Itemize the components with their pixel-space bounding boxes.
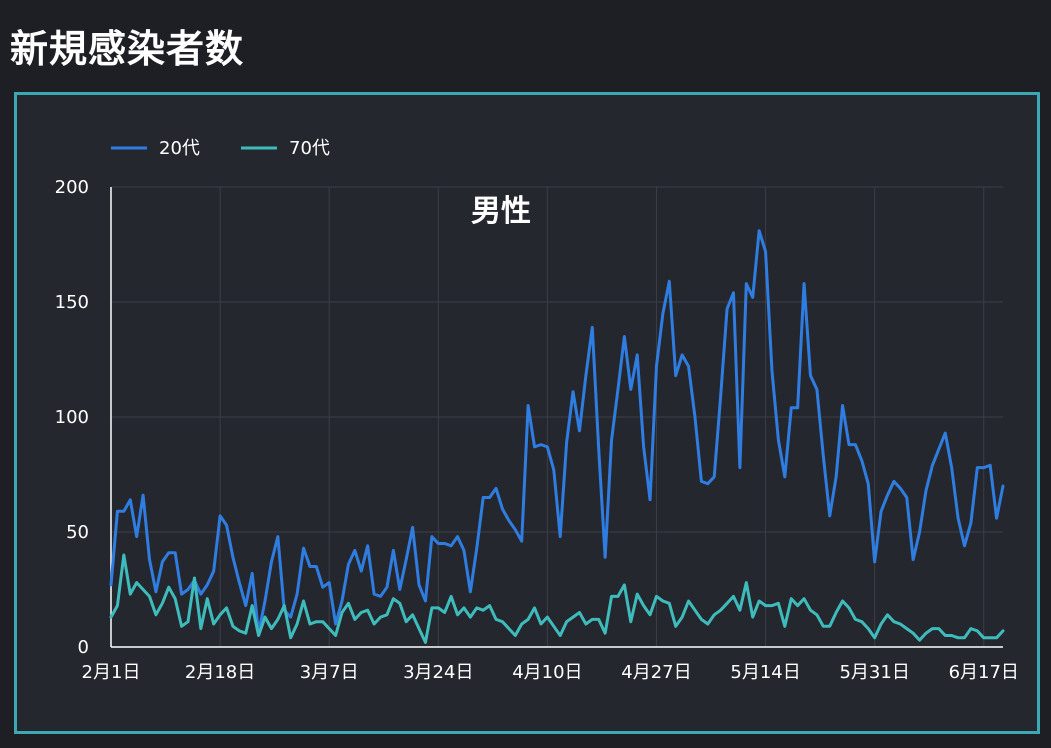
x-tick-label: 5月14日	[730, 662, 800, 683]
legend-label: 70代	[289, 138, 330, 159]
x-tick-label: 3月24日	[403, 662, 473, 683]
legend-item-1[interactable]: 70代	[241, 138, 330, 159]
chart-title: 男性	[471, 194, 531, 229]
y-tick-label: 100	[55, 407, 89, 428]
x-tick-label: 5月31日	[839, 662, 909, 683]
x-tick-label: 2月18日	[185, 662, 255, 683]
x-tick-label: 6月17日	[949, 662, 1019, 683]
y-tick-label: 0	[78, 637, 89, 658]
x-tick-label: 3月7日	[300, 662, 359, 683]
y-tick-label: 200	[55, 177, 89, 198]
legend-item-0[interactable]: 20代	[111, 138, 200, 159]
legend-label: 20代	[159, 138, 200, 159]
series-layer	[109, 229, 1005, 644]
axis-layer: 0 50 100 150 200 2月1日 2月18日 3月7日 3月24日 4月10日 4月27日…	[55, 177, 1019, 683]
series-line-1	[109, 553, 1005, 644]
series-line-0	[109, 229, 1005, 635]
x-tick-label: 4月10日	[512, 662, 582, 683]
legend[interactable]: 20代 70代	[111, 138, 330, 159]
page-title: 新規感染者数	[10, 27, 245, 71]
grid-layer	[110, 186, 1003, 648]
chart-frame: 0 50 100 150 200 2月1日 2月18日 3月7日 3月24日 4月10日 4月27日…	[14, 92, 1040, 734]
line-chart: 0 50 100 150 200 2月1日 2月18日 3月7日 3月24日 4月10日 4月27日…	[55, 138, 1019, 683]
y-tick-label: 150	[55, 292, 89, 313]
y-tick-label: 50	[66, 522, 89, 543]
x-tick-label: 4月27日	[621, 662, 691, 683]
x-tick-label: 2月1日	[82, 662, 141, 683]
